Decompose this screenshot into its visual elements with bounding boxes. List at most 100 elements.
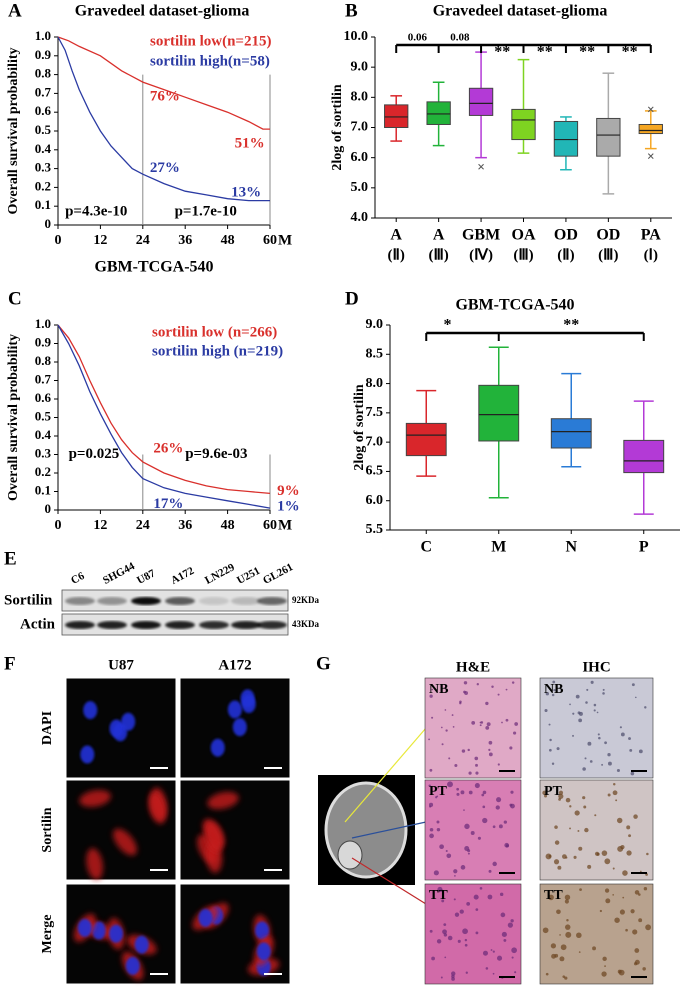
cell	[644, 706, 647, 709]
blot-band	[231, 621, 261, 629]
cell	[565, 856, 568, 859]
cell	[482, 950, 488, 956]
cell	[602, 692, 605, 695]
significance: **	[622, 44, 638, 61]
cell	[569, 703, 571, 706]
cell	[461, 749, 466, 753]
cell	[604, 888, 610, 893]
cell	[576, 932, 582, 939]
x-tick-label: N	[565, 539, 577, 556]
cell	[436, 820, 440, 824]
y-tick-label: 0.4	[35, 141, 52, 156]
y-tick-label: 0.6	[35, 103, 52, 118]
cell	[509, 746, 513, 750]
annotation: 13%	[231, 184, 261, 200]
cell	[462, 928, 468, 935]
cell	[632, 929, 638, 935]
histology-tile	[424, 677, 522, 779]
y-tick-label: 0.2	[35, 178, 51, 193]
cell	[596, 711, 599, 714]
cell	[477, 836, 481, 840]
y-tick-label: 0.2	[35, 464, 51, 479]
cell	[474, 783, 480, 789]
cell	[429, 694, 433, 698]
cell	[577, 829, 580, 832]
cell	[448, 757, 451, 760]
annotation: 76%	[150, 89, 180, 105]
cell	[586, 688, 589, 691]
y-tick-label: 6.5	[366, 464, 384, 479]
cell	[634, 948, 640, 953]
y-tick-label: 8.0	[351, 90, 369, 105]
nucleus-stain	[232, 718, 247, 737]
lane-label: C6	[69, 570, 87, 587]
cell	[488, 740, 493, 745]
histology-tile	[424, 779, 522, 881]
cell	[487, 894, 493, 900]
cell	[604, 858, 611, 865]
y-tick-label: 1.0	[35, 28, 51, 43]
cell	[485, 967, 489, 970]
box	[511, 108, 536, 141]
cell	[488, 869, 492, 873]
cell	[590, 680, 594, 684]
cell	[440, 889, 443, 892]
blot-band	[165, 597, 195, 605]
cell	[460, 790, 465, 795]
cell	[626, 850, 632, 856]
lane-label: U251	[235, 565, 262, 587]
cell	[507, 922, 513, 928]
cell	[574, 810, 580, 816]
cell	[504, 842, 510, 848]
cell	[550, 943, 557, 949]
cell	[558, 793, 564, 799]
y-axis-title: 2log of sortilin	[330, 84, 345, 171]
cell	[431, 688, 434, 691]
cell	[495, 805, 500, 810]
cell	[638, 749, 643, 754]
blot-band	[231, 597, 261, 605]
annotation: 1%	[277, 499, 300, 515]
tile-label: NB	[429, 682, 448, 697]
box	[426, 101, 451, 125]
cell	[471, 720, 476, 725]
x-tick-label: 36	[178, 518, 192, 533]
cell	[617, 845, 624, 852]
cell	[551, 693, 555, 697]
cell	[475, 931, 479, 935]
x-tick-sublabel: (Ⅱ)	[388, 247, 405, 263]
cell	[503, 938, 507, 942]
cell	[433, 870, 439, 876]
cell	[616, 817, 623, 824]
x-tick-label: M	[491, 539, 506, 556]
x-tick-label: OA	[512, 227, 536, 244]
nucleus-stain	[80, 745, 95, 764]
connector	[344, 727, 427, 823]
x-tick-sublabel: (Ⅳ)	[469, 247, 493, 263]
histology-tile	[539, 677, 654, 779]
y-tick-label: 0	[45, 501, 52, 516]
significance: **	[579, 44, 595, 61]
cell	[444, 709, 447, 711]
cell	[599, 909, 603, 913]
cell	[565, 797, 571, 803]
significance: **	[494, 44, 510, 61]
cell	[634, 890, 640, 895]
nucleus-stain	[210, 738, 225, 757]
cell	[451, 714, 454, 716]
row-label: Merge	[40, 915, 55, 954]
x-tick-label: 60	[263, 233, 277, 248]
cell	[492, 950, 495, 953]
y-tick-label: 0.7	[35, 371, 52, 386]
chart-title: GBM-TCGA-540	[455, 297, 574, 314]
cell	[453, 869, 458, 874]
cell	[592, 946, 596, 951]
cell	[582, 796, 586, 800]
cell	[612, 867, 615, 870]
cell	[470, 831, 475, 835]
cell	[646, 852, 649, 856]
annotation: 51%	[235, 136, 265, 152]
x-tick-label: PA	[641, 227, 662, 244]
cell	[491, 685, 494, 689]
